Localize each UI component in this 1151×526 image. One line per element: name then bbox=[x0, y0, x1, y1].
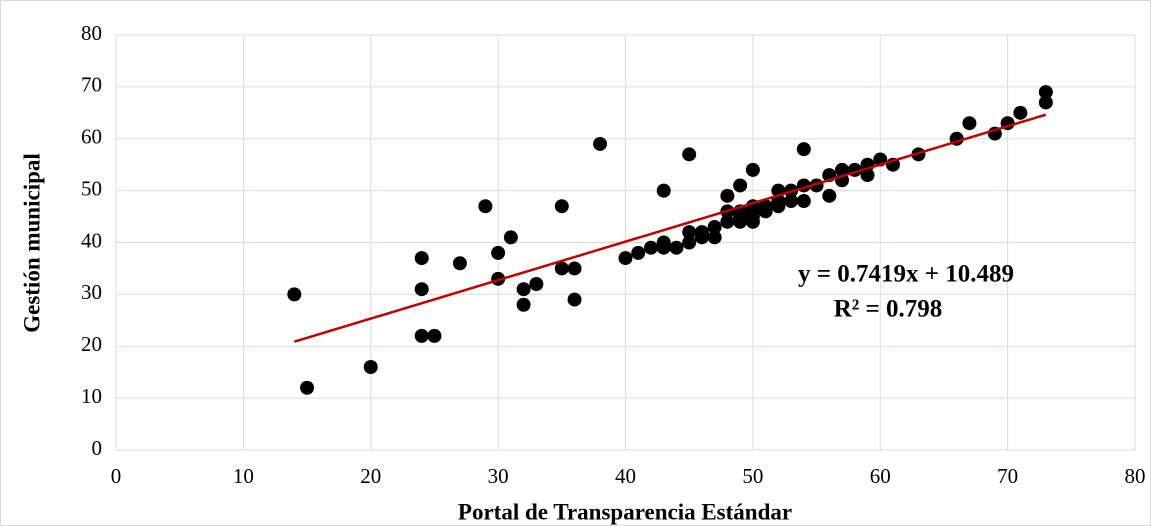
point bbox=[733, 214, 748, 229]
point bbox=[452, 256, 467, 271]
x-tick-label: 20 bbox=[360, 464, 381, 488]
point bbox=[567, 292, 582, 307]
point bbox=[860, 168, 875, 183]
point bbox=[643, 240, 658, 255]
y-tick-label: 40 bbox=[81, 228, 102, 252]
point bbox=[593, 136, 608, 151]
x-tick-label: 80 bbox=[1125, 464, 1146, 488]
x-tick-label: 60 bbox=[870, 464, 891, 488]
point bbox=[822, 188, 837, 203]
trendline bbox=[293, 113, 1047, 343]
point bbox=[529, 277, 544, 291]
point bbox=[656, 240, 671, 255]
point bbox=[1038, 95, 1053, 110]
point bbox=[682, 235, 697, 250]
point bbox=[707, 230, 722, 245]
point bbox=[503, 230, 518, 245]
trendline-equation: y = 0.7419x + 10.489 bbox=[798, 261, 1014, 288]
point bbox=[669, 240, 684, 255]
point bbox=[682, 225, 697, 240]
point bbox=[796, 194, 811, 208]
x-tick-label: 10 bbox=[233, 464, 254, 488]
point bbox=[631, 245, 646, 260]
point bbox=[745, 162, 760, 177]
y-tick-label: 50 bbox=[81, 176, 102, 200]
point bbox=[745, 214, 760, 229]
point bbox=[554, 199, 569, 214]
y-tick-label: 60 bbox=[81, 125, 102, 149]
r-squared: R² = 0.798 bbox=[834, 296, 943, 323]
x-tick-label: 0 bbox=[111, 464, 122, 488]
point bbox=[414, 251, 429, 266]
point bbox=[427, 328, 442, 343]
point bbox=[363, 360, 378, 374]
point bbox=[287, 287, 302, 302]
point bbox=[784, 194, 799, 208]
x-tick-label: 70 bbox=[997, 464, 1018, 488]
point bbox=[1038, 85, 1053, 100]
y-axis-title: Gestión municipal bbox=[19, 153, 44, 333]
point bbox=[414, 328, 429, 343]
y-tick-label: 80 bbox=[81, 21, 102, 45]
x-tick-label: 50 bbox=[742, 464, 763, 488]
y-tick-label: 0 bbox=[92, 436, 103, 460]
point bbox=[835, 162, 850, 177]
y-tick-label: 10 bbox=[81, 384, 102, 408]
point bbox=[771, 199, 786, 214]
point bbox=[682, 147, 697, 162]
y-tick-label: 20 bbox=[81, 332, 102, 356]
x-tick-label: 30 bbox=[488, 464, 509, 488]
point bbox=[516, 282, 531, 297]
point bbox=[758, 204, 773, 219]
point bbox=[656, 183, 671, 198]
point bbox=[554, 261, 569, 276]
point bbox=[707, 219, 722, 234]
point bbox=[414, 282, 429, 297]
point bbox=[478, 199, 493, 214]
point bbox=[300, 380, 315, 395]
point bbox=[1013, 105, 1028, 120]
point bbox=[720, 188, 735, 203]
x-axis-title: Portal de Transparencia Estándar bbox=[458, 499, 792, 524]
point bbox=[694, 225, 709, 240]
point bbox=[491, 245, 506, 260]
x-tick-label: 40 bbox=[615, 464, 636, 488]
point bbox=[516, 297, 531, 312]
y-tick-label: 30 bbox=[81, 280, 102, 304]
point bbox=[720, 214, 735, 229]
y-tick-label: 70 bbox=[81, 73, 102, 97]
point bbox=[796, 142, 811, 157]
point bbox=[962, 116, 977, 131]
point bbox=[567, 261, 582, 276]
point bbox=[618, 251, 633, 266]
point bbox=[733, 178, 748, 193]
